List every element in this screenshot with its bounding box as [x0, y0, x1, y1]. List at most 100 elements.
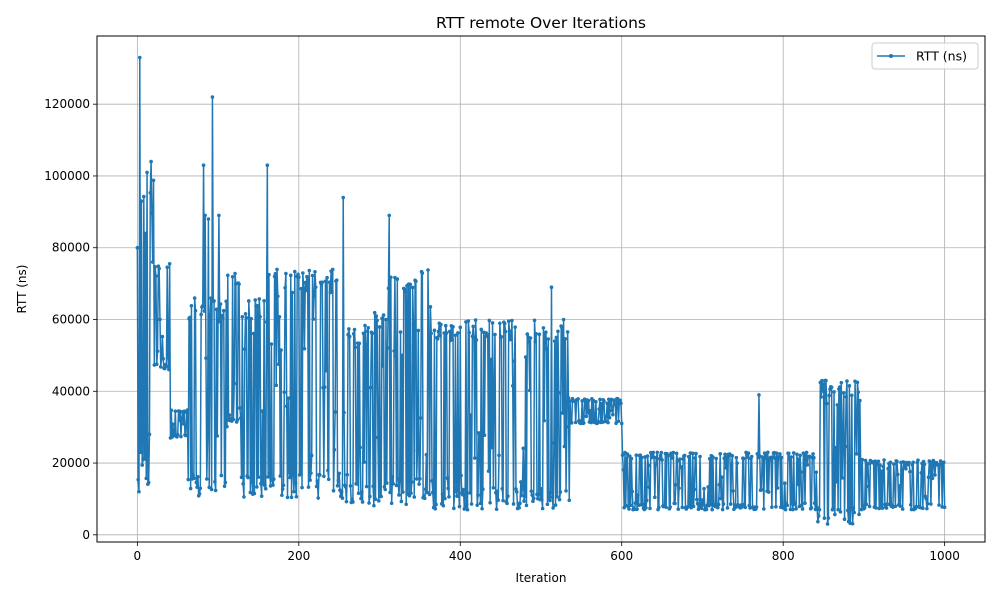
data-point — [246, 299, 251, 303]
data-point — [214, 307, 219, 312]
data-point — [908, 502, 913, 507]
data-point — [523, 355, 528, 359]
data-point — [395, 277, 400, 281]
data-point — [310, 273, 315, 278]
data-point — [399, 499, 404, 504]
data-point — [355, 482, 359, 486]
data-point — [367, 501, 371, 505]
data-point — [640, 455, 644, 460]
data-point — [552, 441, 556, 445]
data-point — [276, 362, 281, 367]
data-point — [262, 299, 266, 303]
data-point — [451, 325, 455, 329]
data-point — [202, 309, 207, 313]
data-point — [699, 506, 704, 511]
data-point — [468, 413, 473, 417]
data-point — [560, 326, 564, 330]
data-point — [452, 506, 456, 511]
data-point — [723, 452, 727, 457]
data-point — [418, 416, 423, 420]
data-point — [207, 485, 212, 490]
data-point — [658, 453, 663, 458]
data-point — [729, 463, 734, 467]
data-point — [281, 483, 286, 488]
data-point — [621, 468, 626, 472]
data-point — [360, 500, 365, 504]
data-point — [468, 491, 472, 495]
y-axis-ticks: 0 20000 40000 60000 80000 100000 120000 — [44, 97, 97, 542]
data-point — [901, 460, 906, 464]
data-point — [204, 356, 208, 360]
data-point — [256, 475, 261, 479]
data-point — [734, 455, 739, 460]
data-point — [653, 495, 657, 500]
data-point — [433, 507, 438, 511]
data-point — [817, 507, 822, 512]
data-point — [201, 163, 206, 167]
data-point — [455, 494, 459, 498]
data-point — [438, 333, 442, 338]
data-point — [598, 397, 602, 402]
data-point — [857, 512, 861, 517]
data-point — [485, 332, 490, 337]
data-point — [340, 496, 345, 500]
data-point — [833, 512, 837, 517]
data-point — [186, 477, 191, 482]
data-point — [472, 335, 476, 340]
data-point — [695, 497, 699, 502]
data-point — [461, 487, 466, 492]
data-point — [361, 331, 366, 336]
data-point — [478, 501, 483, 506]
data-point — [140, 463, 145, 467]
data-point — [376, 499, 381, 503]
data-point — [892, 480, 897, 485]
data-point — [569, 421, 574, 425]
y-tick-label: 20000 — [52, 456, 90, 470]
data-point — [657, 505, 661, 510]
data-point — [193, 308, 198, 313]
data-point — [282, 390, 287, 395]
data-point — [921, 459, 926, 464]
data-point — [420, 271, 425, 275]
data-point — [766, 490, 771, 494]
data-point — [136, 477, 140, 482]
data-point — [232, 381, 237, 386]
data-point — [774, 451, 779, 455]
y-tick-label: 80000 — [52, 241, 90, 255]
data-point — [866, 462, 870, 466]
data-point — [471, 324, 475, 329]
data-point — [798, 453, 802, 458]
data-point — [161, 357, 165, 361]
data-point — [269, 342, 274, 346]
data-point — [625, 452, 630, 456]
data-point — [840, 476, 844, 480]
data-point — [616, 419, 621, 424]
data-point — [841, 433, 845, 438]
data-point — [194, 480, 199, 485]
data-point — [611, 412, 615, 417]
data-point — [397, 478, 402, 483]
data-point — [398, 330, 403, 334]
data-point — [879, 469, 884, 473]
data-point — [249, 316, 253, 321]
data-point — [302, 346, 307, 351]
data-point — [447, 329, 452, 334]
data-point — [137, 55, 142, 60]
data-point — [285, 495, 290, 500]
data-point — [208, 317, 212, 322]
x-axis-label: Iteration — [516, 571, 567, 585]
data-point — [715, 505, 720, 510]
data-point — [348, 484, 353, 488]
data-point — [164, 364, 169, 369]
data-point — [309, 471, 313, 475]
data-point — [540, 497, 544, 502]
data-point — [654, 455, 659, 460]
data-point — [401, 490, 405, 494]
data-point — [804, 450, 809, 455]
data-point — [525, 332, 530, 336]
data-point — [651, 450, 656, 455]
data-point — [549, 285, 554, 290]
data-point — [759, 487, 764, 492]
data-point — [557, 497, 562, 502]
data-point — [424, 452, 429, 457]
